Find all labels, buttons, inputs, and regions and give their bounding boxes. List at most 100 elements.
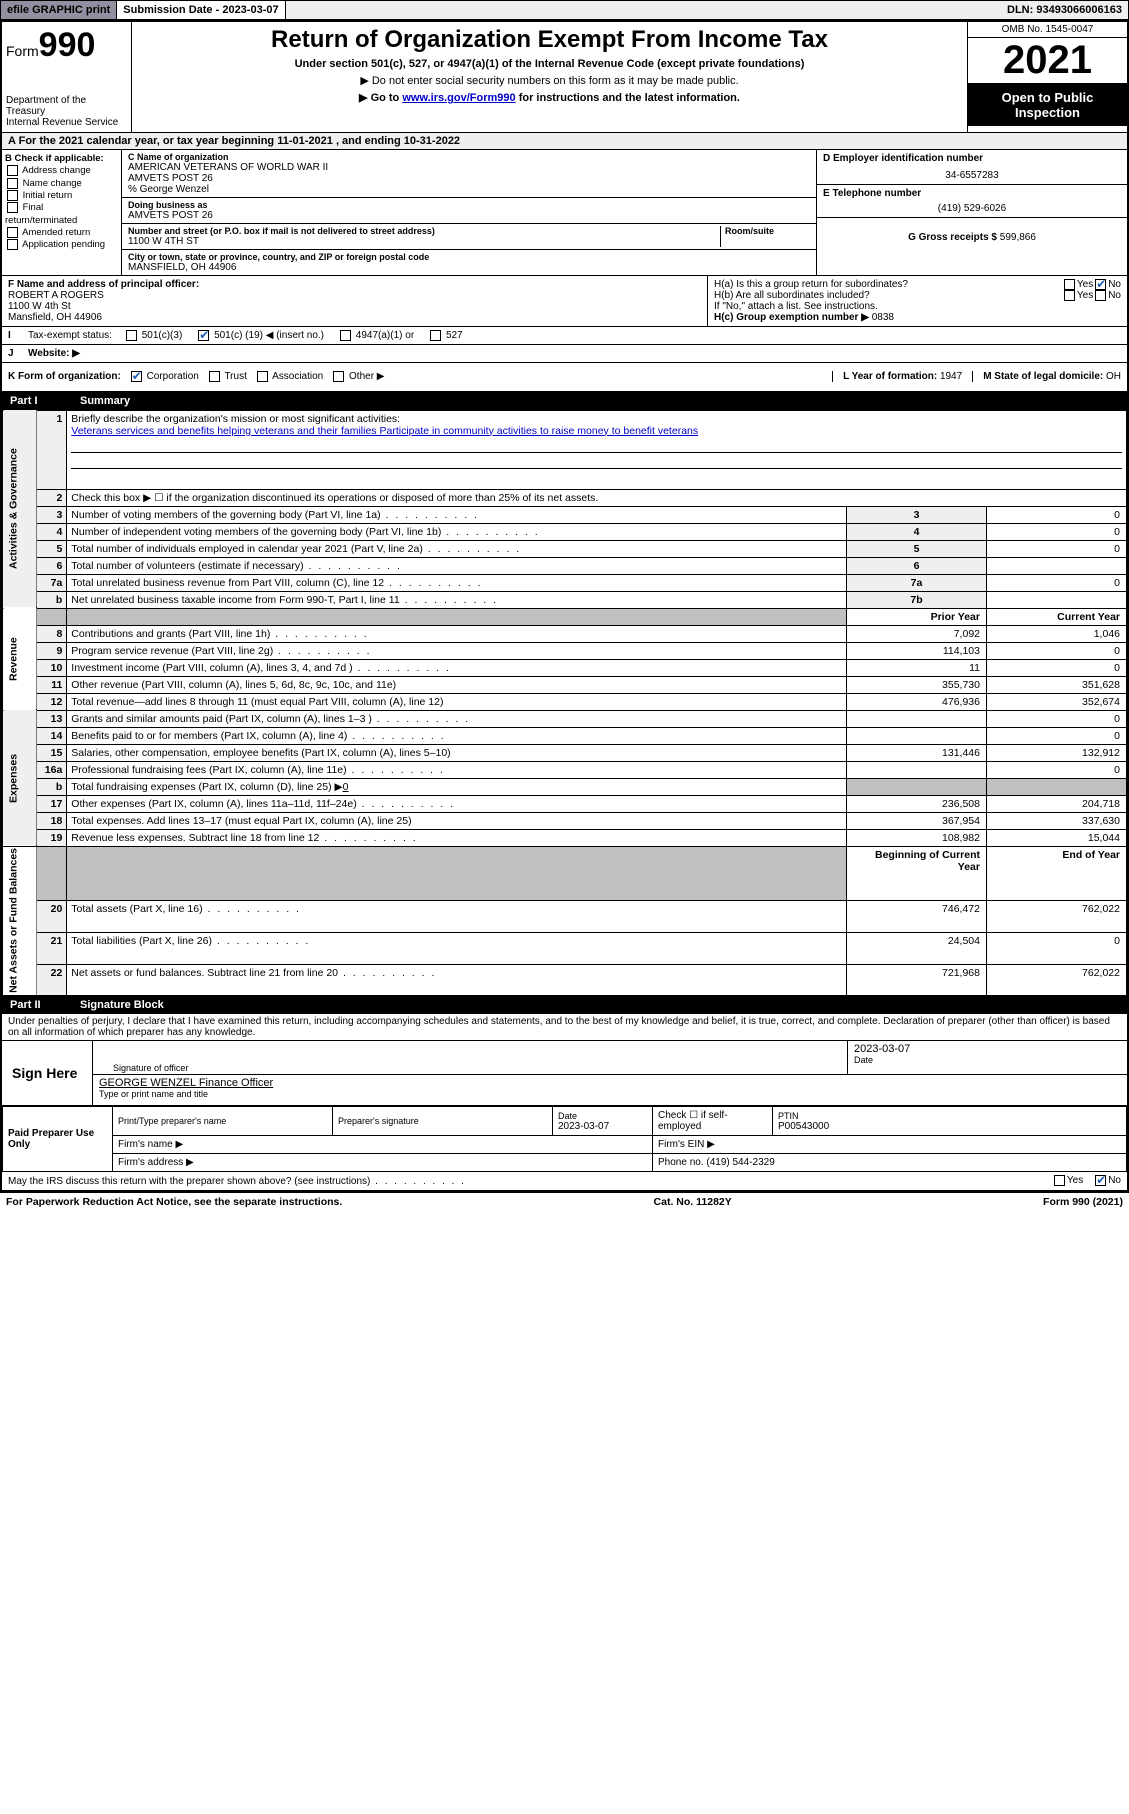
firm-phone-label: Phone no.	[658, 1157, 706, 1168]
form-prefix: Form	[6, 43, 39, 59]
l9-curr: 0	[987, 642, 1127, 659]
paid-preparer-block: Paid Preparer Use Only Print/Type prepar…	[2, 1106, 1127, 1172]
form-subtitle: Under section 501(c), 527, or 4947(a)(1)…	[136, 58, 963, 70]
l22-prior: 721,968	[847, 964, 987, 996]
part-1-table: Activities & Governance 1 Briefly descri…	[2, 410, 1127, 997]
l20-prior: 746,472	[847, 900, 987, 932]
officer-printed-name: GEORGE WENZEL Finance Officer	[99, 1077, 1121, 1089]
irs-form990-link[interactable]: www.irs.gov/Form990	[402, 92, 515, 104]
chk-other[interactable]: Other ▶	[331, 371, 384, 382]
l7a-label: Total unrelated business revenue from Pa…	[71, 577, 384, 589]
l15-curr: 132,912	[987, 744, 1127, 761]
chk-name-change[interactable]: Name change	[5, 178, 118, 190]
form-990-frame: Form990 Department of the Treasury Inter…	[0, 20, 1129, 1192]
l15-prior: 131,446	[847, 744, 987, 761]
chk-application-pending[interactable]: Application pending	[5, 239, 118, 251]
prep-date-value: 2023-03-07	[558, 1121, 647, 1132]
dln-cell: DLN: 93493066006163	[1001, 1, 1128, 19]
vtab-netassets: Net Assets or Fund Balances	[3, 846, 37, 996]
box-f: F Name and address of principal officer:…	[2, 276, 707, 326]
l19-label: Revenue less expenses. Subtract line 18 …	[71, 832, 319, 844]
chk-corp[interactable]: Corporation	[129, 371, 199, 382]
l12-prior: 476,936	[847, 693, 987, 710]
officer-addr1: 1100 W 4th St	[8, 301, 701, 312]
l15-label: Salaries, other compensation, employee b…	[71, 747, 450, 759]
firm-phone-value: (419) 544-2329	[706, 1157, 774, 1168]
org-care-of: % George Wenzel	[128, 184, 810, 195]
l16a-prior	[847, 761, 987, 778]
sig-date-caption: Date	[854, 1055, 1121, 1065]
l7b-val	[987, 591, 1127, 608]
ha-no[interactable]: No	[1093, 279, 1121, 290]
l3-label: Number of voting members of the governin…	[71, 509, 380, 521]
open-to-public: Open to Public Inspection	[968, 84, 1127, 126]
type-name-caption: Type or print name and title	[99, 1089, 1121, 1099]
l7b-label: Net unrelated business taxable income fr…	[71, 594, 399, 606]
form-number: 990	[39, 26, 96, 64]
chk-501c[interactable]: 501(c) (19) ◀ (insert no.)	[196, 330, 324, 341]
discuss-yes[interactable]: Yes	[1052, 1175, 1083, 1186]
form-note-2: ▶ Go to www.irs.gov/Form990 for instruct…	[136, 91, 963, 104]
addr-value: 1100 W 4TH ST	[128, 236, 720, 247]
l5-label: Total number of individuals employed in …	[71, 543, 423, 555]
hc-value: 0838	[872, 312, 894, 323]
website-label: Website: ▶	[28, 348, 80, 359]
l11-label: Other revenue (Part VIII, column (A), li…	[71, 679, 396, 691]
org-name-label: C Name of organization	[128, 152, 810, 162]
prior-year-hdr: Prior Year	[847, 608, 987, 625]
chk-amended-return[interactable]: Amended return	[5, 227, 118, 239]
vtab-activities: Activities & Governance	[3, 410, 37, 608]
l16a-curr: 0	[987, 761, 1127, 778]
chk-4947[interactable]: 4947(a)(1) or	[338, 330, 414, 341]
form-title-block: Return of Organization Exempt From Incom…	[132, 22, 967, 132]
submission-date-cell: Submission Date - 2023-03-07	[117, 1, 285, 19]
period-text-b: , and ending	[336, 135, 404, 147]
efile-print-button[interactable]: efile GRAPHIC print	[1, 1, 117, 19]
chk-address-change[interactable]: Address change	[5, 165, 118, 177]
box-b-header: B Check if applicable:	[5, 153, 118, 165]
hb-no[interactable]: No	[1093, 290, 1121, 301]
hb-label: H(b) Are all subordinates included?	[714, 290, 1062, 301]
chk-501c3[interactable]: 501(c)(3)	[124, 330, 182, 341]
gross-value: 599,866	[1000, 232, 1036, 243]
hb-yes[interactable]: Yes	[1062, 290, 1093, 301]
l10-prior: 11	[847, 659, 987, 676]
l1-mission: Veterans services and benefits helping v…	[71, 425, 698, 437]
l8-label: Contributions and grants (Part VIII, lin…	[71, 628, 270, 640]
chk-trust[interactable]: Trust	[207, 371, 247, 382]
l2-label: Check this box ▶ ☐ if the organization d…	[67, 489, 1127, 506]
l13-curr: 0	[987, 710, 1127, 727]
current-year-hdr: Current Year	[987, 608, 1127, 625]
top-action-bar: efile GRAPHIC print Submission Date - 20…	[0, 0, 1129, 20]
dln-value: 93493066006163	[1036, 4, 1122, 16]
l21-curr: 0	[987, 932, 1127, 964]
prep-name-label: Print/Type preparer's name	[118, 1116, 327, 1126]
org-name-2: AMVETS POST 26	[128, 173, 810, 184]
addr-label: Number and street (or P.O. box if mail i…	[128, 226, 720, 236]
check-self-employed[interactable]: Check ☐ if self-employed	[653, 1107, 773, 1136]
l21-label: Total liabilities (Part X, line 26)	[71, 935, 212, 947]
chk-final-return[interactable]: Final return/terminated	[5, 202, 118, 227]
l8-curr: 1,046	[987, 625, 1127, 642]
chk-assoc[interactable]: Association	[255, 371, 323, 382]
ptin-value: P00543000	[778, 1121, 1121, 1132]
chk-527[interactable]: 527	[428, 330, 462, 341]
sign-here-label: Sign Here	[2, 1041, 92, 1105]
period-begin: 11-01-2021	[277, 135, 333, 147]
ha-label: H(a) Is this a group return for subordin…	[714, 279, 1062, 290]
part-2-num: Part II	[10, 999, 80, 1011]
prep-date-label: Date	[558, 1111, 647, 1121]
l4-val: 0	[987, 523, 1127, 540]
chk-initial-return[interactable]: Initial return	[5, 190, 118, 202]
paid-preparer-label: Paid Preparer Use Only	[3, 1107, 113, 1172]
discuss-no[interactable]: No	[1093, 1175, 1121, 1186]
tax-year: 2021	[968, 38, 1127, 84]
ha-yes[interactable]: Yes	[1062, 279, 1093, 290]
part-1-num: Part I	[10, 395, 80, 407]
box-i-row: I Tax-exempt status: 501(c)(3) 501(c) (1…	[2, 327, 1127, 345]
l16b-val: 0	[343, 781, 349, 793]
begin-year-hdr: Beginning of Current Year	[847, 846, 987, 900]
l16a-label: Professional fundraising fees (Part IX, …	[71, 764, 346, 776]
l13-label: Grants and similar amounts paid (Part IX…	[71, 713, 372, 725]
hc-label: H(c) Group exemption number ▶	[714, 312, 872, 323]
